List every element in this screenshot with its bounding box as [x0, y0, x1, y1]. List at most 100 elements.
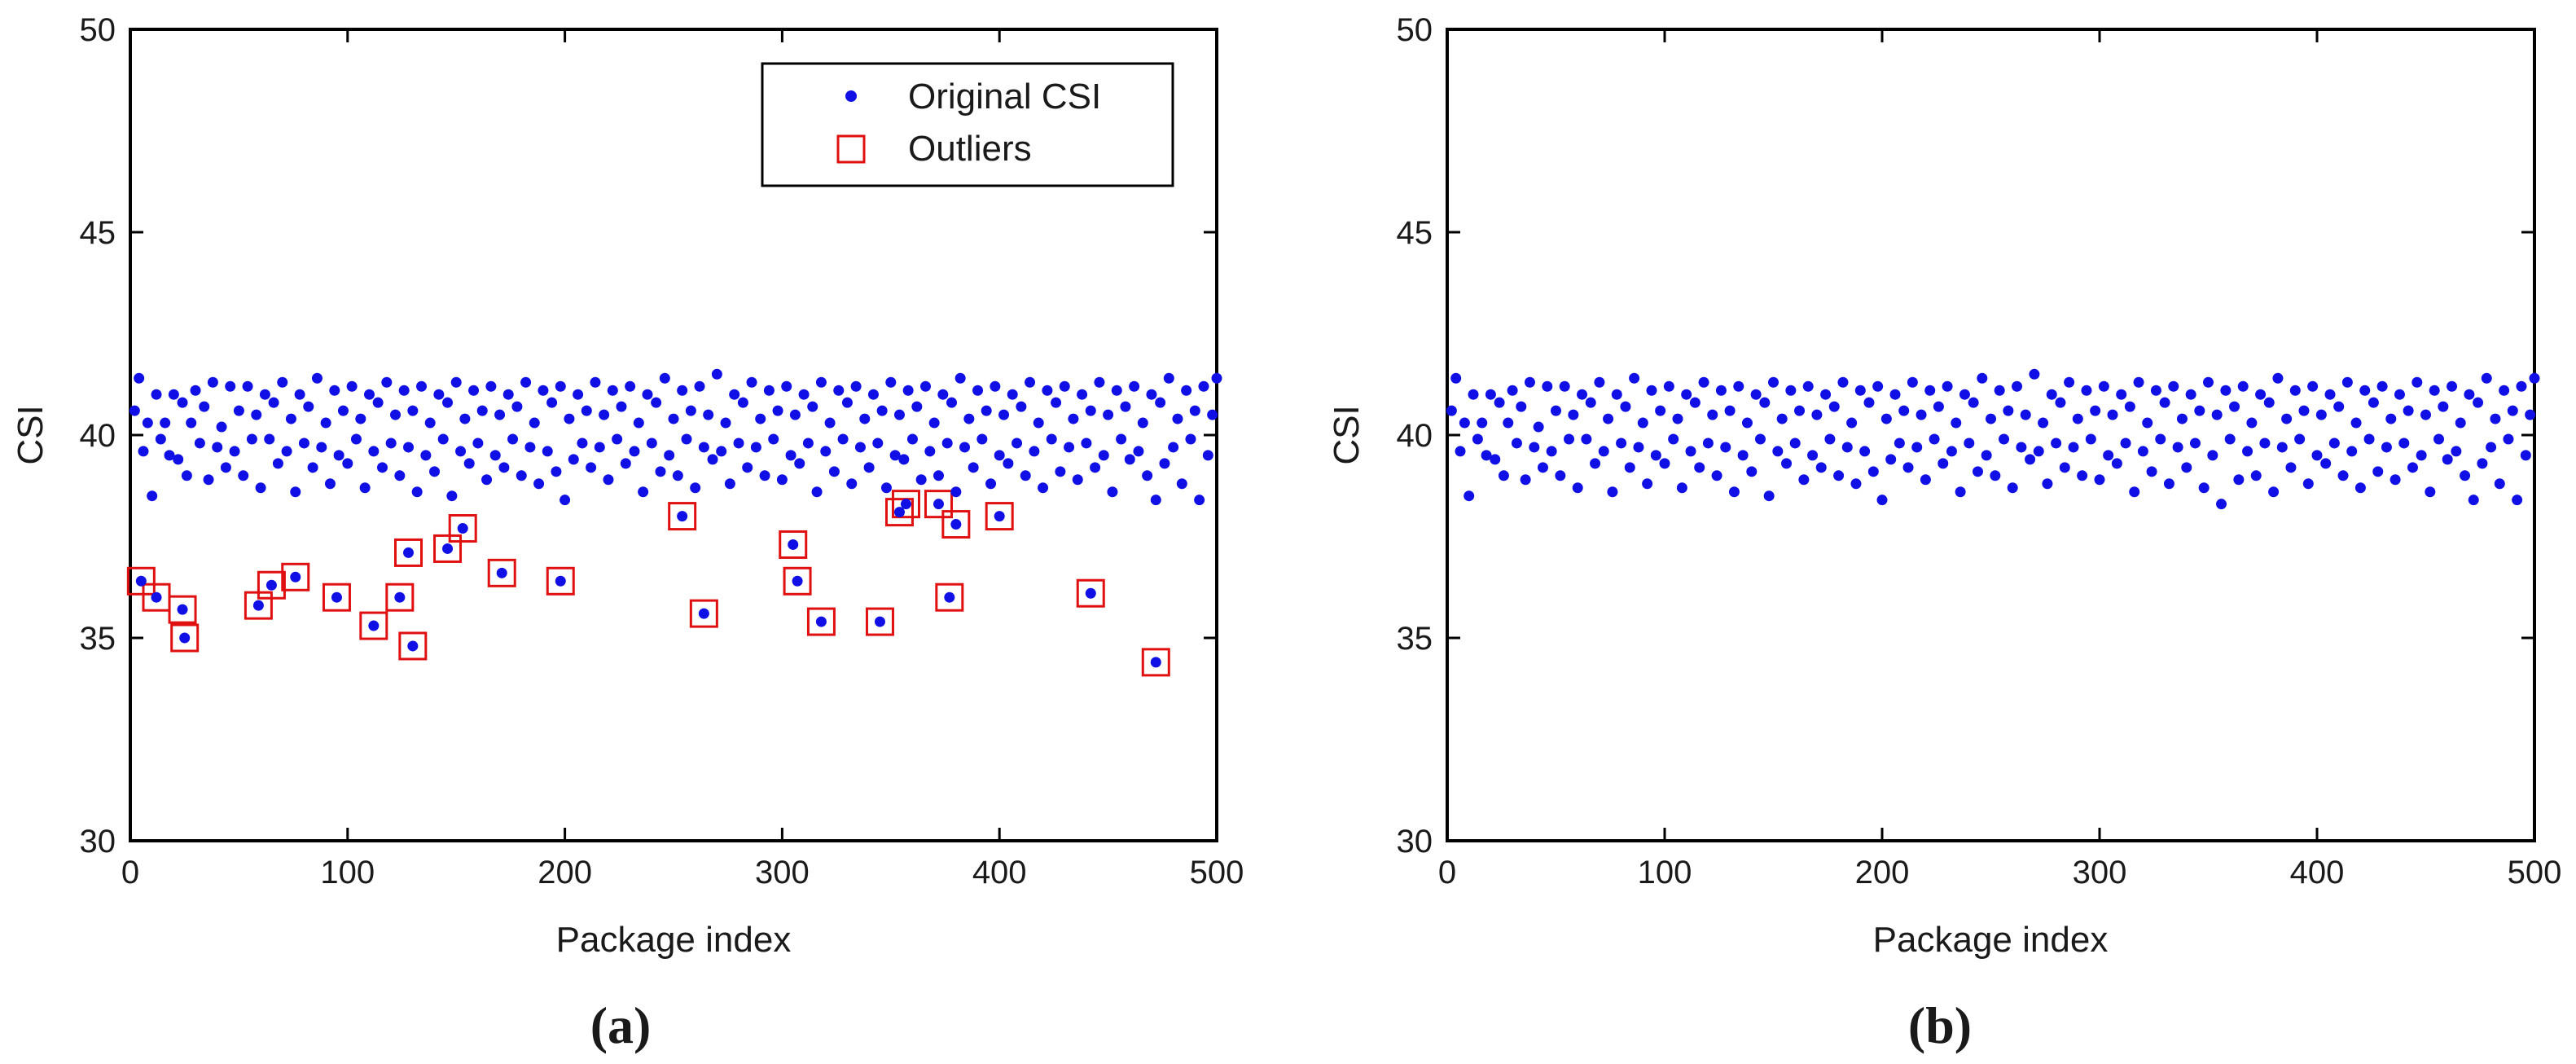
csi-point-b — [2059, 462, 2070, 473]
csi-point-b — [2242, 446, 2253, 457]
csi-point-a — [900, 499, 911, 510]
csi-point-b — [2046, 389, 2057, 400]
csi-point-a — [729, 389, 740, 400]
csi-point-a — [564, 413, 575, 424]
y-tick-label: 40 — [80, 418, 116, 454]
csi-point-b — [1942, 380, 1953, 392]
csi-point-b — [1485, 389, 1496, 400]
csi-point-a — [1033, 417, 1044, 429]
y-tick-label: 30 — [1397, 824, 1433, 860]
csi-point-b — [1798, 474, 1810, 486]
csi-point-b — [1959, 389, 1970, 400]
csi-point-b — [2311, 450, 2323, 461]
csi-point-a — [134, 372, 145, 384]
csi-point-b — [2072, 413, 2083, 424]
csi-point-a — [507, 433, 519, 445]
csi-point-a — [272, 458, 283, 469]
csi-point-b — [2324, 389, 2336, 400]
csi-point-b — [2512, 495, 2523, 506]
x-tick-label: 500 — [2508, 855, 2562, 890]
csi-point-b — [1689, 397, 1701, 408]
csi-point-a — [135, 575, 147, 587]
csi-point-b — [2394, 389, 2405, 400]
outlier-marker-a — [394, 538, 423, 567]
csi-point-b — [2416, 450, 2427, 461]
legend: Original CSI Outliers — [761, 62, 1174, 187]
csi-point-b — [1720, 442, 1731, 453]
x-tick-label: 500 — [1190, 855, 1244, 890]
csi-point-b — [1446, 405, 1457, 416]
csi-point-a — [324, 478, 336, 490]
csi-point-b — [2220, 385, 2232, 396]
csi-point-b — [1672, 413, 1683, 424]
y-axis-label-b: CSI — [1327, 405, 1367, 464]
csi-point-a — [1090, 462, 1101, 473]
y-tick-label: 40 — [1397, 418, 1433, 454]
csi-point-b — [2337, 470, 2349, 481]
csi-point-a — [411, 486, 423, 498]
csi-point-a — [298, 437, 309, 449]
csi-point-b — [1815, 462, 1827, 473]
csi-point-a — [481, 474, 493, 486]
csi-point-a — [199, 401, 210, 412]
csi-point-b — [1568, 409, 1579, 420]
csi-point-b — [1577, 389, 1588, 400]
csi-point-b — [2090, 405, 2101, 416]
csi-point-a — [646, 437, 657, 449]
csi-point-a — [1150, 495, 1161, 506]
csi-point-b — [1768, 376, 1779, 388]
csi-point-b — [1750, 389, 1762, 400]
csi-point-a — [698, 608, 709, 619]
csi-point-a — [959, 442, 971, 453]
outlier-marker-a — [448, 514, 477, 543]
csi-point-b — [2438, 401, 2449, 412]
csi-point-a — [416, 380, 428, 392]
csi-point-b — [1520, 474, 1531, 486]
csi-point-a — [1137, 417, 1148, 429]
csi-point-b — [1837, 376, 1849, 388]
csi-point-a — [285, 413, 296, 424]
csi-point-a — [625, 380, 636, 392]
csi-point-b — [2494, 478, 2505, 490]
csi-point-b — [1642, 478, 1653, 490]
csi-point-a — [1003, 458, 1014, 469]
csi-point-a — [990, 380, 1001, 392]
csi-point-a — [703, 409, 714, 420]
csi-point-b — [2038, 417, 2049, 429]
csi-point-b — [1477, 417, 1488, 429]
outlier-marker-a — [359, 611, 388, 640]
csi-point-a — [538, 385, 549, 396]
csi-point-a — [893, 409, 905, 420]
csi-point-b — [2207, 450, 2218, 461]
outlier-marker-a — [168, 595, 197, 624]
panel-label-b: (b) — [1908, 996, 1972, 1054]
csi-point-b — [1572, 482, 1583, 494]
csi-point-b — [2246, 417, 2258, 429]
csi-point-b — [1594, 376, 1605, 388]
csi-point-a — [968, 462, 979, 473]
csi-point-a — [281, 446, 292, 457]
csi-point-a — [911, 401, 923, 412]
csi-point-a — [450, 376, 462, 388]
csi-point-b — [2447, 380, 2458, 392]
csi-point-a — [233, 405, 244, 416]
csi-point-b — [2064, 376, 2075, 388]
csi-point-b — [2460, 470, 2471, 481]
csi-point-a — [792, 575, 803, 587]
csi-point-a — [1155, 397, 1166, 408]
csi-point-a — [937, 389, 949, 400]
csi-point-a — [1207, 409, 1218, 420]
csi-point-a — [307, 462, 318, 473]
x-tick-label: 0 — [1438, 855, 1456, 890]
csi-point-b — [2420, 409, 2431, 420]
csi-point-a — [502, 389, 514, 400]
csi-point-a — [459, 413, 471, 424]
csi-point-b — [1833, 470, 1845, 481]
csi-point-b — [2133, 376, 2144, 388]
csi-point-b — [1524, 376, 1535, 388]
csi-point-a — [376, 462, 388, 473]
csi-point-a — [555, 575, 566, 587]
csi-point-b — [2155, 433, 2166, 445]
csi-point-b — [1546, 446, 1557, 457]
csi-point-b — [2350, 417, 2362, 429]
